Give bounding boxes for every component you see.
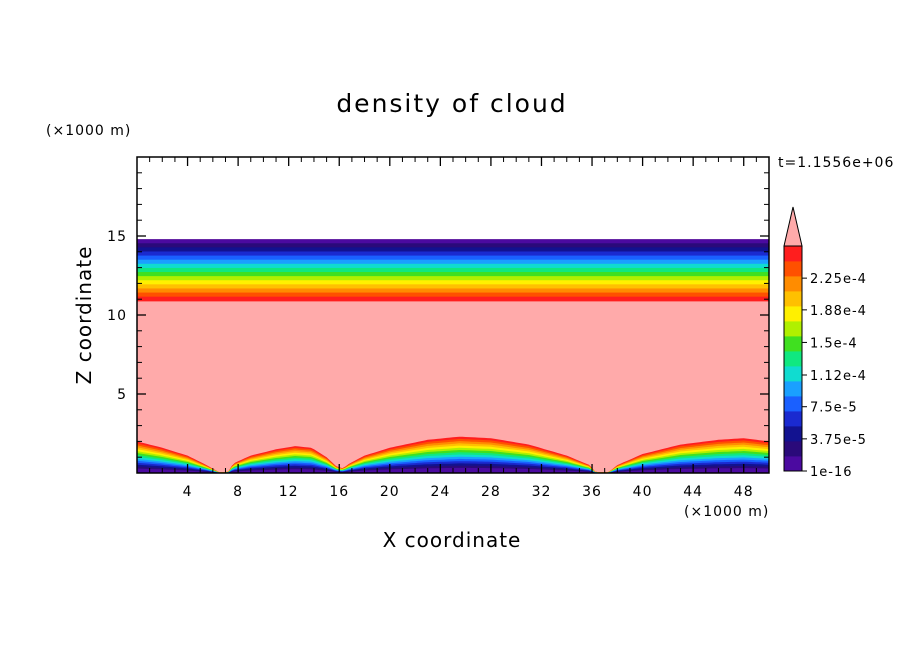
upper-band-8: [137, 272, 769, 277]
colorbar-level-13: [784, 261, 802, 277]
colorbar-level-1: [784, 441, 802, 457]
x-tick-label-10: 44: [683, 484, 703, 500]
upper-band-0: [137, 239, 769, 244]
upper-band-4: [137, 255, 769, 261]
colorbar-label-1: 3.75e-5: [810, 433, 867, 448]
colorbar-level-0: [784, 456, 802, 472]
colorbar-level-10: [784, 306, 802, 322]
colorbar-level-14: [784, 246, 802, 262]
colorbar-label-5: 1.88e-4: [810, 304, 867, 319]
upper-band-3: [137, 251, 769, 257]
colorbar-level-5: [784, 381, 802, 397]
x-tick-label-11: 48: [734, 484, 754, 500]
colorbar-level-2: [784, 426, 802, 442]
colorbar-label-3: 1.12e-4: [810, 369, 867, 384]
upper-band-14: [137, 296, 769, 302]
x-tick-label-9: 40: [633, 484, 653, 500]
upper-band-11: [137, 284, 769, 290]
colorbar-over-triangle: [783, 206, 803, 247]
upper-band-13: [137, 292, 769, 298]
x-tick-label-4: 20: [380, 484, 400, 500]
upper-band-2: [137, 247, 769, 253]
x-tick-label-3: 16: [329, 484, 349, 500]
x-tick-label-2: 12: [279, 484, 299, 500]
upper-band-7: [137, 267, 769, 273]
density-field: [137, 239, 769, 473]
upper-band-12: [137, 288, 769, 294]
colorbar: 1e-16 3.75e-5 7.5e-5 1.12e-4 1.5e-4 1.88e-4 2.…: [783, 206, 867, 480]
y-axis-unit: (×1000 m): [46, 123, 131, 139]
colorbar-level-12: [784, 276, 802, 292]
colorbar-level-3: [784, 411, 802, 427]
colorbar-level-9: [784, 321, 802, 337]
x-tick-label-0: 4: [183, 484, 193, 500]
colorbar-label-6: 2.25e-4: [810, 272, 867, 287]
upper-band-1: [137, 243, 769, 248]
upper-band-10: [137, 280, 769, 285]
x-tick-label-5: 24: [430, 484, 450, 500]
colorbar-level-7: [784, 351, 802, 367]
x-tick-label-1: 8: [233, 484, 243, 500]
x-axis-unit: (×1000 m): [684, 504, 769, 520]
colorbar-level-8: [784, 336, 802, 352]
chart-title: density of cloud: [336, 89, 567, 118]
upper-band-5: [137, 259, 769, 265]
y-tick-label-2: 15: [107, 229, 127, 245]
time-label: t=1.1556e+06: [778, 155, 894, 171]
colorbar-level-11: [784, 291, 802, 307]
x-tick-label-6: 28: [481, 484, 501, 500]
colorbar-level-6: [784, 366, 802, 382]
y-tick-label-0: 5: [117, 387, 127, 403]
y-axis-ticks: 5 10 15: [107, 172, 769, 458]
colorbar-label-0: 1e-16: [810, 465, 853, 480]
upper-band-9: [137, 276, 769, 281]
x-tick-label-8: 36: [582, 484, 602, 500]
y-tick-label-1: 10: [107, 308, 127, 324]
upper-band-6: [137, 263, 769, 269]
colorbar-frame: [783, 245, 803, 472]
x-axis-label: X coordinate: [383, 528, 522, 552]
colorbar-label-4: 1.5e-4: [810, 336, 858, 351]
x-axis-ticks: 4 8 12 16 20 24 28 32 36 40 44 48: [149, 157, 757, 500]
x-tick-label-7: 32: [532, 484, 552, 500]
colorbar-label-2: 7.5e-5: [810, 401, 858, 416]
y-axis-label: Z coordinate: [72, 246, 96, 385]
colorbar-level-4: [784, 396, 802, 412]
